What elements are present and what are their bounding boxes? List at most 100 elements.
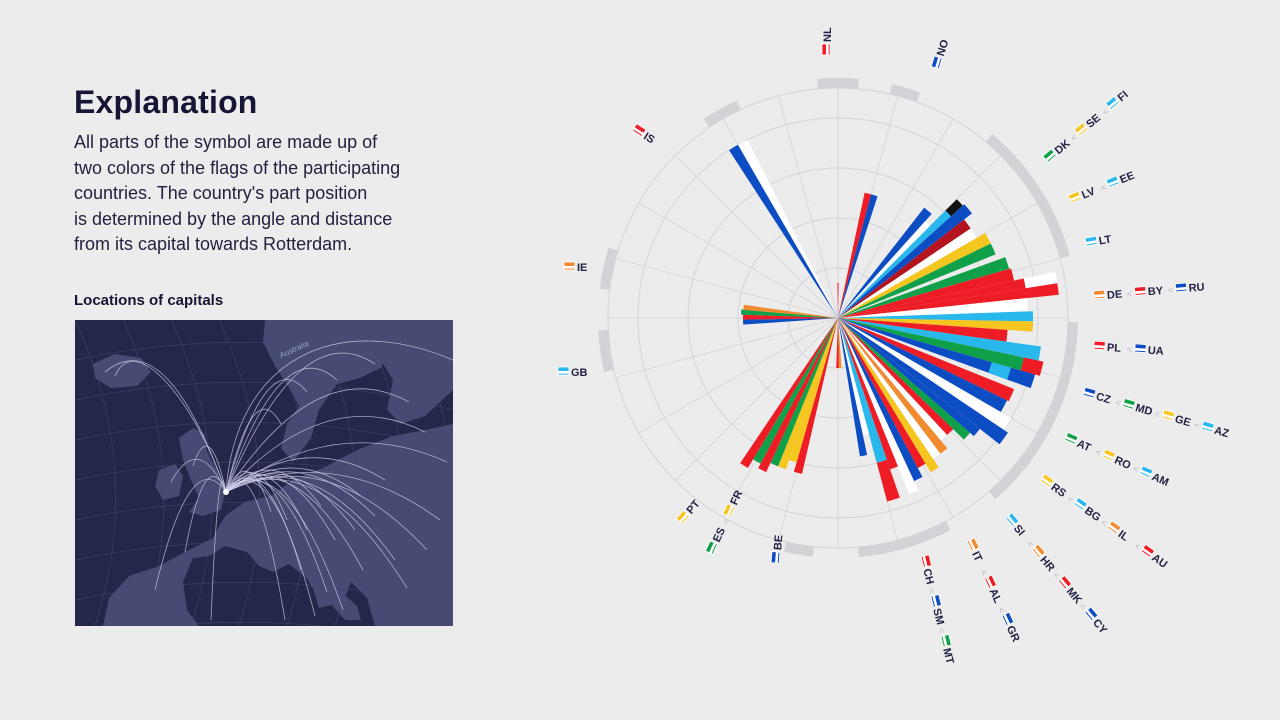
- flag-stripe: [558, 371, 569, 374]
- country-wedge-light-blue: [838, 318, 887, 463]
- flag-stripe: [1069, 194, 1081, 202]
- group-bracket: [784, 542, 814, 557]
- capital-arc: [225, 457, 386, 493]
- flag-stripe: [1134, 290, 1146, 295]
- label-separator: <: [720, 517, 731, 526]
- flag-stripe: [633, 127, 644, 136]
- label-separator: <: [1133, 541, 1143, 552]
- flag-stripe: [1122, 402, 1135, 408]
- country-code-ro: RO: [1112, 454, 1132, 472]
- flag-stripe: [775, 551, 779, 564]
- country-wedge-blue: [838, 318, 980, 437]
- label-separator: <: [1100, 106, 1110, 117]
- flag-stripe: [935, 57, 941, 69]
- country-code-ch: CH: [920, 567, 936, 585]
- flag-stripe: [1003, 613, 1011, 625]
- flag-stripe: [1140, 469, 1152, 477]
- country-wedge-yellow: [789, 318, 838, 463]
- country-code-cz: CZ: [1095, 391, 1113, 407]
- label-separator: <: [1066, 494, 1076, 505]
- country-wedge-blue: [838, 318, 1036, 389]
- country-label-group: CH<SM<MT: [920, 554, 956, 666]
- country-wedge-red: [743, 314, 838, 320]
- country-code-gb: GB: [571, 367, 588, 379]
- flag-stripe: [922, 555, 928, 568]
- country-label-group: PT: [675, 498, 703, 525]
- capital-arc: [225, 471, 376, 517]
- flag-stripe: [1085, 240, 1098, 245]
- country-wedge-blue: [838, 318, 1008, 445]
- group-brackets: [598, 77, 1078, 558]
- flag-stripe: [1006, 515, 1016, 526]
- country-code-az: AZ: [1213, 425, 1231, 441]
- country-wedge-green: [838, 257, 1010, 318]
- country-wedge-white: [838, 318, 1012, 430]
- label-separator: <: [1051, 570, 1062, 580]
- country-wedge-green: [741, 309, 838, 318]
- country-wedge-red: [838, 268, 1015, 318]
- country-label-group: ES< FR: [704, 489, 745, 555]
- country-wedge-red: [838, 278, 1026, 318]
- country-wedge-white: [838, 318, 941, 459]
- country-code-at: AT: [1075, 438, 1093, 455]
- graticule-meridian: [218, 320, 261, 626]
- country-code-ru: RU: [1188, 281, 1205, 294]
- land-iceland: [93, 354, 151, 388]
- country-code-it: IT: [969, 550, 984, 564]
- country-wedge-green: [753, 318, 838, 464]
- country-wedge-yellow: [838, 318, 939, 473]
- explanation-line: countries. The country's part position: [74, 183, 368, 203]
- flag-stripe: [826, 44, 829, 55]
- country-wedge-yellow: [778, 318, 838, 470]
- group-bracket: [598, 330, 614, 372]
- country-code-sm: SM: [930, 607, 946, 626]
- country-wedge-red: [837, 283, 839, 318]
- country-code-ge: GE: [1173, 413, 1192, 429]
- flag-stripe: [1102, 452, 1114, 460]
- capital-arc: [225, 379, 308, 493]
- country-code-mt: MT: [940, 647, 956, 666]
- flag-stripe: [985, 576, 993, 588]
- country-wedge-white: [738, 139, 838, 318]
- capitals-map-graphic: Australia: [75, 320, 453, 626]
- country-code-pl: PL: [1106, 342, 1121, 355]
- flag-stripe: [968, 539, 976, 551]
- flag-stripe: [726, 505, 734, 517]
- country-code-am: AM: [1150, 471, 1171, 489]
- label-separator: <: [1131, 463, 1140, 474]
- capital-arc: [225, 352, 376, 493]
- flag-stripe: [1201, 424, 1214, 431]
- flag-stripe: [1175, 286, 1187, 291]
- country-wedge-white: [838, 318, 919, 495]
- flag-stripe: [1134, 347, 1146, 352]
- flag-stripe: [932, 595, 938, 607]
- flag-stripe: [709, 542, 717, 554]
- capital-arc: [210, 480, 227, 621]
- label-separator: <: [1167, 285, 1173, 295]
- label-separator: <: [1099, 517, 1109, 528]
- country-code-ee: EE: [1118, 170, 1136, 187]
- explanation-line: All parts of the symbol are made up of: [74, 132, 378, 152]
- country-wedge-white: [838, 298, 1028, 318]
- capital-arc: [225, 408, 282, 493]
- country-code-no: NO: [935, 38, 951, 58]
- flag-stripe: [1083, 391, 1095, 397]
- flag-stripe: [1085, 609, 1095, 620]
- label-separator: <: [926, 587, 937, 595]
- country-wedge-white: [838, 221, 930, 318]
- map-title: Locations of capitals: [74, 292, 224, 309]
- country-code-fr: FR: [728, 489, 745, 507]
- map-connection-arcs: [104, 340, 453, 621]
- group-bracket: [889, 84, 921, 102]
- country-wedge-light-blue: [838, 318, 1042, 361]
- country-code-ua: UA: [1147, 345, 1164, 358]
- label-separator: <: [1069, 132, 1079, 143]
- capital-arc: [225, 368, 338, 493]
- country-wedge-white: [838, 318, 870, 436]
- country-wedge-red: [740, 318, 838, 469]
- capital-arc: [154, 479, 227, 591]
- land-italy: [303, 568, 361, 620]
- country-wedge-blue: [838, 207, 932, 318]
- country-code-es: ES: [711, 526, 728, 544]
- group-bracket: [988, 322, 1078, 500]
